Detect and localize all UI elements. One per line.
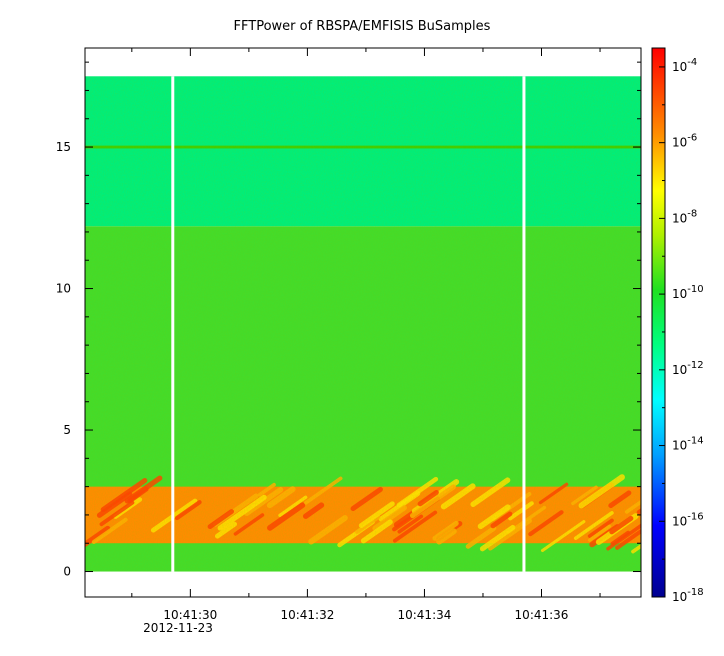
- plot-area: [85, 76, 641, 572]
- colorbar-tick-exponent: -4: [687, 57, 697, 68]
- x-tick-label: 10:41:30: [163, 608, 217, 622]
- colorbar-tick-exponent: -16: [687, 511, 703, 522]
- y-axis: 0 5 10 15: [56, 61, 641, 579]
- colorbar-tick-base: 10: [672, 60, 687, 74]
- data-gap: [522, 76, 526, 572]
- colorbar-tick-label: 10-18: [672, 587, 704, 604]
- chart-title: FFTPower of RBSPA/EMFISIS BuSamples: [234, 19, 491, 34]
- x-tick-label: 10:41:32: [280, 608, 334, 622]
- colorbar-tick-base: 10: [672, 514, 687, 528]
- colorbar-tick-label: 10-4: [672, 57, 697, 74]
- colorbar-tick-label: 10-16: [672, 511, 704, 528]
- colorbar-tick-label: 10-8: [672, 208, 697, 225]
- colorbar-tick-base: 10: [672, 287, 687, 301]
- y-tick-label: 15: [56, 140, 71, 154]
- x-axis: 10:41:30 10:41:32 10:41:34 10:41:36: [131, 48, 601, 622]
- colorbar-tick-exponent: -14: [687, 436, 703, 447]
- y-tick-label: 5: [63, 423, 71, 437]
- colorbar-tick-base: 10: [672, 211, 687, 225]
- colorbar-tick-exponent: -6: [687, 133, 697, 144]
- colorbar-tick-base: 10: [672, 439, 687, 453]
- y-tick-label: 10: [56, 282, 71, 296]
- x-date-label: 2012-11-23: [143, 621, 213, 635]
- x-tick-label: 10:41:36: [515, 608, 569, 622]
- colorbar-tick-label: 10-6: [672, 133, 697, 150]
- noise-texture: [85, 76, 641, 572]
- y-tick-label: 0: [63, 565, 71, 579]
- colorbar-tick-base: 10: [672, 590, 687, 604]
- colorbar-tick-label: 10-12: [672, 360, 704, 377]
- colorbar-tick-base: 10: [672, 136, 687, 150]
- colorbar-tick-label: 10-14: [672, 436, 704, 453]
- colorbar-tick-exponent: -18: [687, 587, 703, 598]
- x-tick-label: 10:41:34: [397, 608, 451, 622]
- colorbar-tick-exponent: -8: [687, 208, 697, 219]
- data-gap: [171, 76, 175, 572]
- colorbar-tick-label: 10-10: [672, 284, 704, 301]
- colorbar-tick-exponent: -10: [687, 284, 703, 295]
- colorbar-gradient: [651, 47, 666, 598]
- colorbar-tick-exponent: -12: [687, 360, 703, 371]
- plot-frame: [84, 47, 642, 598]
- colorbar-tick-base: 10: [672, 363, 687, 377]
